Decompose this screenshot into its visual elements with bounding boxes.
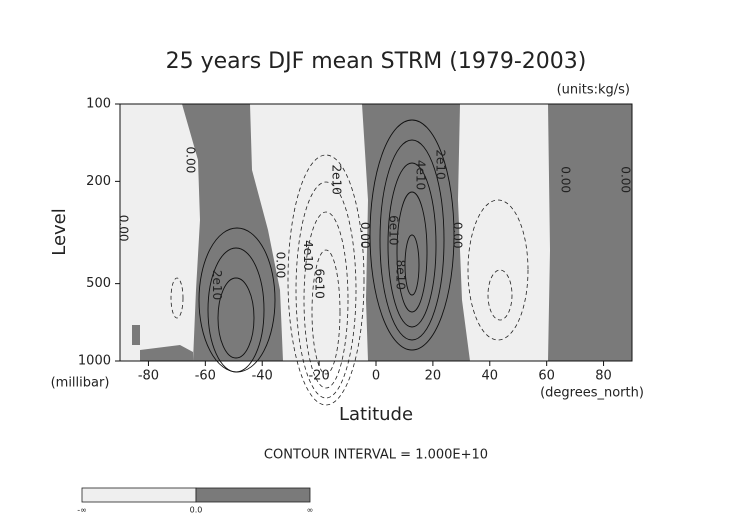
contour-line: [217, 277, 255, 359]
contour-label: 4e10: [301, 240, 315, 270]
y-tick-label: 1000: [78, 354, 111, 369]
colorbar-label: 0.0: [190, 506, 203, 515]
contour-label: 0.00: [183, 147, 197, 174]
contour-line: [404, 234, 420, 296]
y-tick-label: 100: [86, 97, 111, 112]
positive-region: [182, 104, 283, 361]
y-unit-label: (millibar): [51, 376, 110, 391]
contour-line: [287, 154, 365, 406]
contour-label: 6e10: [387, 215, 401, 245]
contour-line: [170, 277, 184, 319]
contour-label: 0.00: [618, 166, 632, 193]
colorbar-negative: [81, 487, 197, 503]
contour-label: 4e10: [414, 160, 428, 190]
colorbar-label: ∞: [307, 506, 314, 515]
contour-line: [311, 249, 341, 375]
x-tick-label: 0: [372, 369, 380, 384]
positive-region: [132, 325, 193, 361]
contour-line: [379, 139, 445, 341]
contour-line: [303, 211, 349, 389]
contour-interval: CONTOUR INTERVAL = 1.000E+10: [264, 448, 488, 463]
colorbar: [81, 487, 311, 503]
y-axis-label: Level: [49, 208, 70, 256]
plot-area: [119, 103, 633, 406]
contour-line: [387, 162, 437, 328]
x-axis-label: Latitude: [339, 404, 413, 425]
colorbar-label: -∞: [77, 506, 87, 515]
contour-label: 0.00: [273, 252, 287, 279]
contour-line: [396, 191, 428, 313]
x-tick-label: 40: [482, 369, 499, 384]
contour-line: [467, 199, 529, 341]
contour-line: [207, 247, 265, 373]
contour-line: [295, 181, 357, 399]
positive-region: [548, 104, 632, 361]
chart-title: 25 years DJF mean STRM (1979-2003): [166, 49, 587, 74]
positive-region: [362, 104, 470, 361]
contour-label: 2e10: [210, 270, 224, 300]
colorbar-positive: [195, 487, 311, 503]
x-tick-label: 20: [425, 369, 442, 384]
x-tick-label: 60: [538, 369, 555, 384]
x-tick-label: -80: [138, 369, 159, 384]
x-tick-label: -60: [195, 369, 216, 384]
contour-label: 0.00: [116, 215, 130, 242]
contour-line: [369, 119, 455, 351]
x-tick-label: 80: [595, 369, 612, 384]
x-tick-label: -40: [252, 369, 273, 384]
contour-label: 8e10: [394, 260, 408, 290]
units-label: (units:kg/s): [557, 83, 630, 98]
y-tick-label: 500: [86, 276, 111, 291]
contour-label: 0.00: [358, 222, 372, 249]
contour-label: 2e10: [434, 149, 448, 179]
contour-line: [487, 269, 513, 321]
contour-label: 0.00: [451, 222, 465, 249]
x-tick-label: -20: [308, 369, 329, 384]
x-unit-label: (degrees_north): [540, 386, 644, 401]
contour-label: 2e10: [330, 165, 344, 195]
y-tick-label: 200: [86, 174, 111, 189]
contour-label: 6e10: [313, 268, 327, 298]
contour-label: 0.00: [559, 166, 573, 193]
